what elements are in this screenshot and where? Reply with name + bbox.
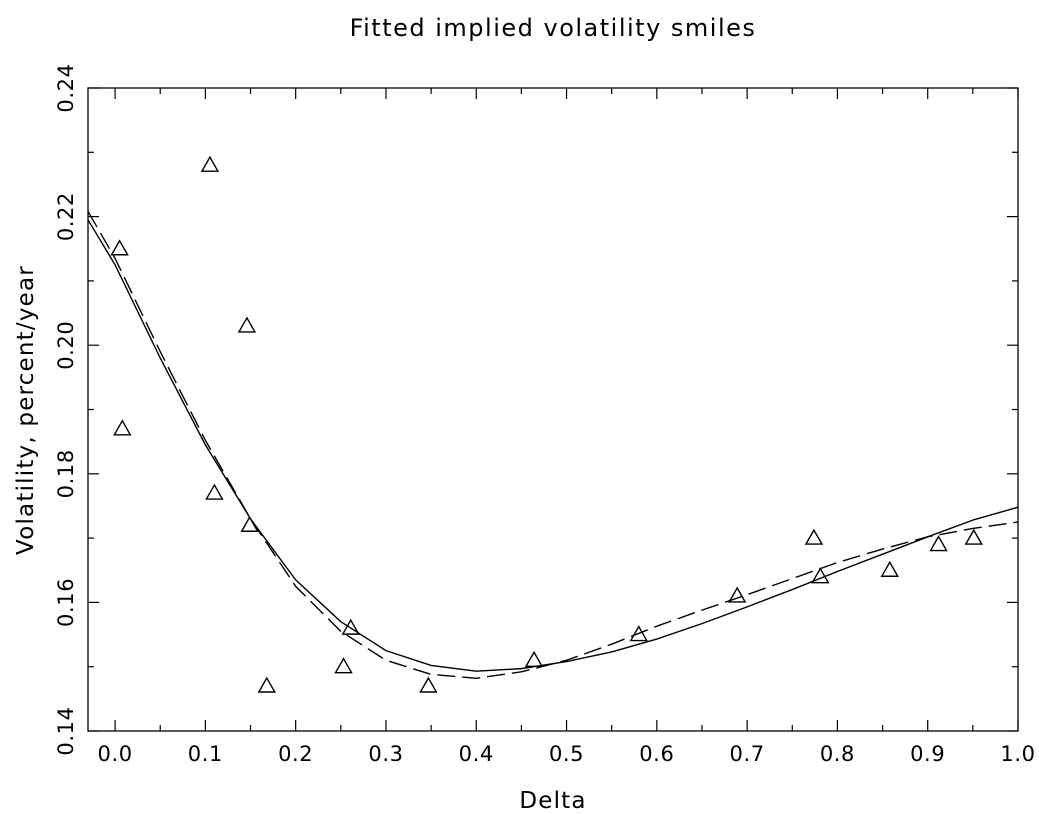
y-tick-label: 0.24 xyxy=(54,63,78,112)
x-tick-label: 0.4 xyxy=(459,742,494,766)
data-point-triangle xyxy=(205,483,224,500)
data-point-triangle xyxy=(524,650,544,667)
data-point-triangle xyxy=(880,560,899,577)
x-tick-label: 0.2 xyxy=(278,742,313,766)
y-axis-ticks: 0.14 0.16 0.18 0.20 0.22 0.24 xyxy=(54,63,1018,756)
data-point-triangle xyxy=(727,586,747,603)
x-tick-label: 0.9 xyxy=(910,742,945,766)
data-point-triangle xyxy=(811,567,830,584)
x-tick-label: 1.0 xyxy=(1000,742,1035,766)
data-point-triangle xyxy=(200,155,220,172)
y-tick-label: 0.20 xyxy=(54,321,78,370)
data-point-triangle xyxy=(110,239,129,256)
dashed-fit-curve xyxy=(87,211,1019,679)
solid-fit-curve xyxy=(87,219,1019,672)
data-point-triangle xyxy=(804,528,824,545)
data-point-triangle xyxy=(334,657,353,674)
data-point-triangle xyxy=(113,419,132,436)
x-tick-label: 0.5 xyxy=(549,742,584,766)
data-point-triangle xyxy=(929,535,948,552)
data-point-triangle xyxy=(419,676,438,693)
data-point-triangle xyxy=(629,625,648,642)
y-tick-label: 0.18 xyxy=(54,449,78,498)
x-tick-label: 0.1 xyxy=(188,742,223,766)
y-tick-label: 0.16 xyxy=(54,578,78,627)
fitted-curves xyxy=(87,211,1019,679)
observed-points xyxy=(110,155,983,693)
x-tick-label: 0.7 xyxy=(730,742,765,766)
plot-frame xyxy=(87,87,1019,732)
data-point-triangle xyxy=(257,676,276,693)
plot-area xyxy=(87,87,1019,732)
data-point-triangle xyxy=(240,515,259,532)
x-tick-label: 0.8 xyxy=(820,742,855,766)
x-tick-label: 0.0 xyxy=(97,742,132,766)
x-axis-ticks: 0.0 0.1 0.2 0.3 0.4 0.5 0.6 0.7 0.8 0.9 1.0 xyxy=(97,88,1035,766)
data-point-triangle xyxy=(237,316,257,333)
y-tick-label: 0.22 xyxy=(54,192,78,241)
y-axis-label: Volatility, percent/year xyxy=(13,265,39,555)
y-tick-label: 0.14 xyxy=(54,706,78,755)
data-point-triangle xyxy=(341,618,360,635)
x-axis-label: Delta xyxy=(519,788,586,814)
chart-title: Fitted implied volatility smiles xyxy=(350,14,757,42)
data-point-triangle xyxy=(964,528,983,545)
x-tick-label: 0.3 xyxy=(368,742,403,766)
x-tick-label: 0.6 xyxy=(639,742,674,766)
